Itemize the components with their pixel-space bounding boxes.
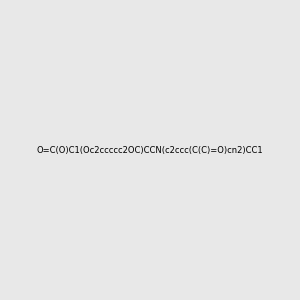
Text: O=C(O)C1(Oc2ccccc2OC)CCN(c2ccc(C(C)=O)cn2)CC1: O=C(O)C1(Oc2ccccc2OC)CCN(c2ccc(C(C)=O)cn…	[37, 146, 263, 154]
